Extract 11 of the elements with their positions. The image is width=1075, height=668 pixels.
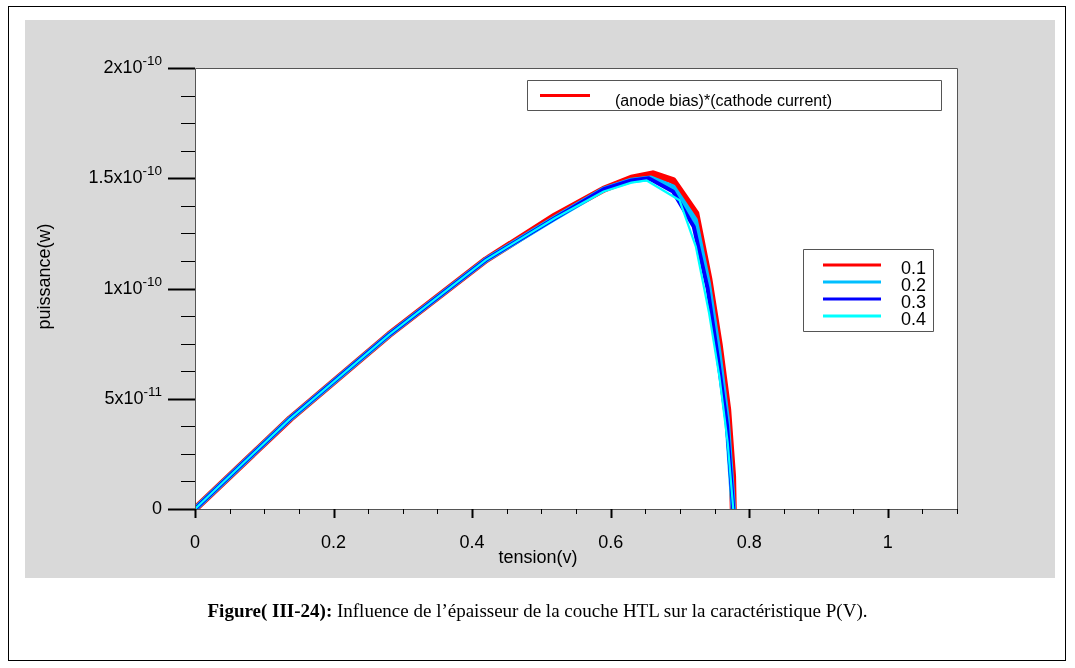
y-axis-title: puissance(w) xyxy=(33,223,54,330)
x-tick-label: 1 xyxy=(882,531,893,552)
x-tick-label: 0.6 xyxy=(598,531,624,552)
y-tick-label: 0 xyxy=(151,498,162,519)
legend-title: (anode bias)*(cathode current) xyxy=(615,92,833,110)
x-tick-label: 0.2 xyxy=(321,531,347,552)
text: Figure( III-24): Influence de l’épaisseur de la couche HTL sur la caractéristique P(V). xyxy=(207,600,868,621)
x-axis-title: tension(v) xyxy=(498,546,578,567)
x-tick-label: 0.4 xyxy=(459,531,485,552)
x-tick-label: 0.8 xyxy=(736,531,762,552)
x-tick-label: 0 xyxy=(189,531,201,552)
